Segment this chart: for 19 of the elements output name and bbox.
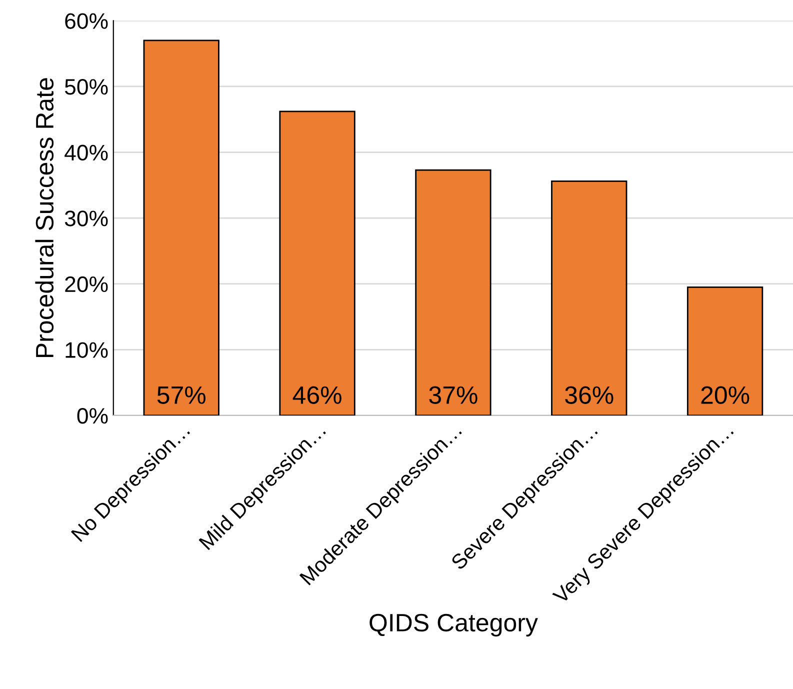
y-tick-label: 30% (64, 210, 108, 226)
x-axis-title: QIDS Category (370, 614, 538, 636)
data-label: 46% (292, 386, 342, 404)
y-tick-label: 10% (66, 342, 108, 358)
bar (415, 169, 492, 416)
bar (551, 180, 628, 416)
data-label: 36% (565, 386, 614, 404)
bar (686, 286, 764, 416)
bar (143, 40, 220, 416)
data-label: 20% (701, 386, 750, 404)
y-axis-title: Procedural Success Rate (35, 78, 54, 358)
y-tick-label: 40% (64, 144, 108, 161)
y-tick-label: 0% (77, 408, 108, 424)
y-tick-label: 60% (65, 13, 108, 29)
y-tick-label: 20% (65, 276, 108, 292)
data-label: 37% (429, 386, 478, 404)
y-tick-label: 50% (64, 79, 108, 95)
data-label: 57% (157, 386, 206, 404)
bar (279, 110, 356, 416)
